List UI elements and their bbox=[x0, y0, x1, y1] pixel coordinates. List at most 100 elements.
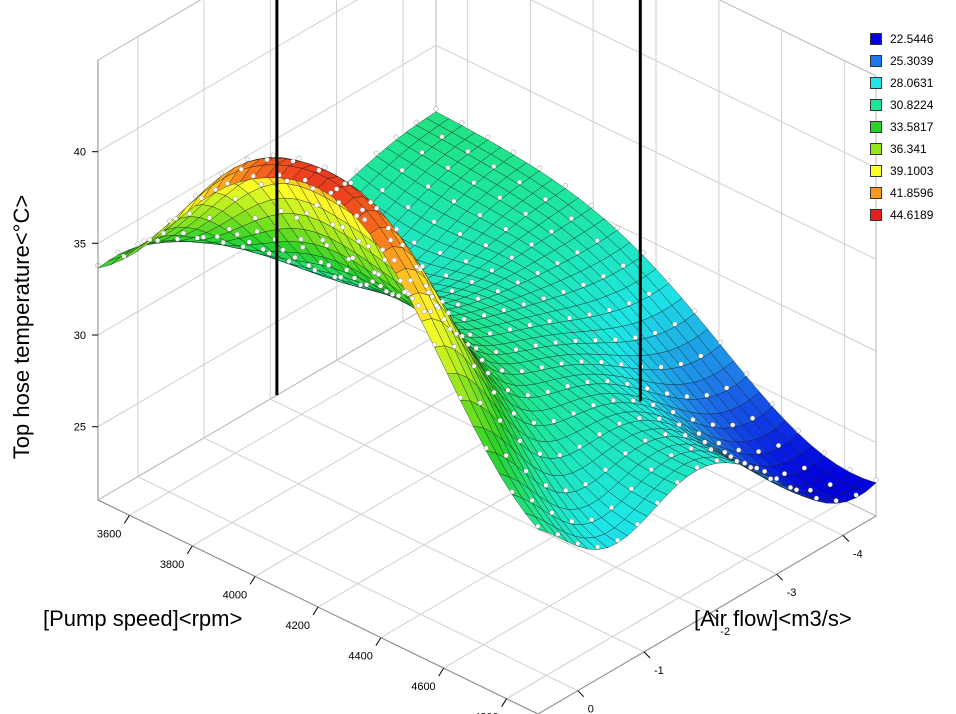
sample-point bbox=[648, 467, 654, 473]
sample-point bbox=[380, 247, 386, 253]
x-tick-mark bbox=[375, 637, 382, 646]
sample-point bbox=[186, 211, 192, 217]
sample-point bbox=[226, 226, 232, 232]
sample-point bbox=[473, 345, 479, 351]
sample-point bbox=[320, 237, 326, 243]
sample-point bbox=[485, 134, 491, 140]
sample-point bbox=[439, 299, 445, 305]
z-tick-label: 30 bbox=[74, 330, 86, 342]
x-tick-mark bbox=[312, 606, 319, 616]
sample-point bbox=[517, 179, 523, 185]
y-tick-mark bbox=[577, 690, 585, 698]
sample-point bbox=[555, 531, 561, 537]
sample-point bbox=[322, 164, 328, 170]
sample-point bbox=[161, 230, 167, 236]
tick-labels: 25 30 35 40 3600 3800 4000 4200 4400 4600 4800 0 -1 -… bbox=[74, 147, 863, 714]
sample-point bbox=[642, 438, 648, 444]
sample-point bbox=[390, 291, 396, 297]
sample-point bbox=[453, 331, 459, 337]
sample-point bbox=[443, 272, 449, 278]
sample-point bbox=[348, 180, 354, 186]
sample-point bbox=[589, 517, 595, 523]
sample-point bbox=[449, 288, 455, 294]
sample-point bbox=[586, 312, 592, 318]
sample-point bbox=[682, 432, 688, 438]
sample-point bbox=[429, 294, 435, 300]
sample-point bbox=[408, 277, 414, 283]
sample-point bbox=[290, 158, 296, 164]
sample-point bbox=[722, 449, 728, 455]
sample-points bbox=[95, 106, 879, 550]
sample-point bbox=[507, 326, 513, 332]
sample-point bbox=[577, 444, 583, 450]
y-tick-mark bbox=[776, 573, 783, 581]
sample-point bbox=[569, 518, 575, 524]
sample-point bbox=[240, 244, 246, 250]
sample-point bbox=[342, 181, 348, 187]
sample-point bbox=[658, 364, 664, 370]
sample-point bbox=[354, 213, 360, 219]
y-tick-label: -1 bbox=[654, 665, 664, 677]
sample-point bbox=[533, 343, 539, 349]
sample-point bbox=[594, 238, 600, 244]
sample-point bbox=[744, 371, 750, 377]
sample-point bbox=[595, 544, 601, 550]
sample-point bbox=[344, 267, 350, 273]
sample-point bbox=[147, 237, 153, 243]
sample-point bbox=[620, 263, 626, 269]
x-tick-label: 4000 bbox=[223, 589, 247, 601]
sample-point bbox=[788, 485, 794, 491]
sample-point bbox=[483, 242, 489, 248]
sample-point bbox=[378, 283, 384, 289]
sample-point bbox=[388, 237, 394, 243]
color-legend: 22.5446 25.3039 28.0631 30.8224 33.5817 … bbox=[870, 28, 954, 226]
sample-point bbox=[666, 278, 672, 284]
sample-point bbox=[459, 333, 465, 339]
sample-point bbox=[770, 401, 776, 407]
sample-point bbox=[489, 267, 495, 273]
x-tick-mark bbox=[186, 545, 193, 555]
sample-point bbox=[736, 447, 742, 453]
sample-point bbox=[730, 422, 736, 428]
sample-point bbox=[426, 289, 432, 295]
sample-point bbox=[684, 394, 690, 400]
sample-point bbox=[626, 300, 632, 306]
sample-point bbox=[121, 253, 127, 259]
sample-point bbox=[562, 183, 568, 189]
sample-point bbox=[411, 239, 417, 245]
legend-item: 30.8224 bbox=[870, 94, 954, 116]
sample-point bbox=[716, 440, 722, 446]
frame-edge bbox=[537, 515, 877, 714]
sample-point bbox=[734, 458, 740, 464]
sample-point bbox=[668, 452, 674, 458]
sample-point bbox=[537, 165, 543, 171]
sample-point bbox=[304, 210, 310, 216]
sample-point bbox=[370, 279, 376, 285]
sample-point bbox=[873, 477, 879, 483]
x-tick-label: 3800 bbox=[160, 559, 184, 571]
sample-point bbox=[511, 410, 517, 416]
sample-point bbox=[756, 449, 762, 455]
sample-point bbox=[630, 398, 636, 404]
sample-point bbox=[218, 170, 224, 176]
sample-point bbox=[475, 296, 481, 302]
x-axis-label: [Pump speed]<rpm> bbox=[43, 606, 243, 631]
sample-point bbox=[198, 195, 204, 201]
sample-point bbox=[244, 156, 250, 162]
sample-point bbox=[115, 249, 121, 255]
legend-item: 28.0631 bbox=[870, 72, 954, 94]
sample-point bbox=[612, 337, 618, 343]
sample-point bbox=[234, 231, 240, 237]
sample-point bbox=[821, 450, 827, 456]
sample-point bbox=[328, 190, 334, 196]
legend-swatch bbox=[870, 165, 882, 177]
sample-point bbox=[568, 216, 574, 222]
sample-point bbox=[579, 359, 585, 365]
sample-point bbox=[509, 255, 515, 261]
sample-point bbox=[776, 443, 782, 449]
sample-point bbox=[521, 301, 527, 307]
legend-swatch bbox=[870, 187, 882, 199]
sample-point bbox=[338, 274, 344, 280]
sample-point bbox=[385, 225, 391, 231]
sample-point bbox=[529, 242, 535, 248]
